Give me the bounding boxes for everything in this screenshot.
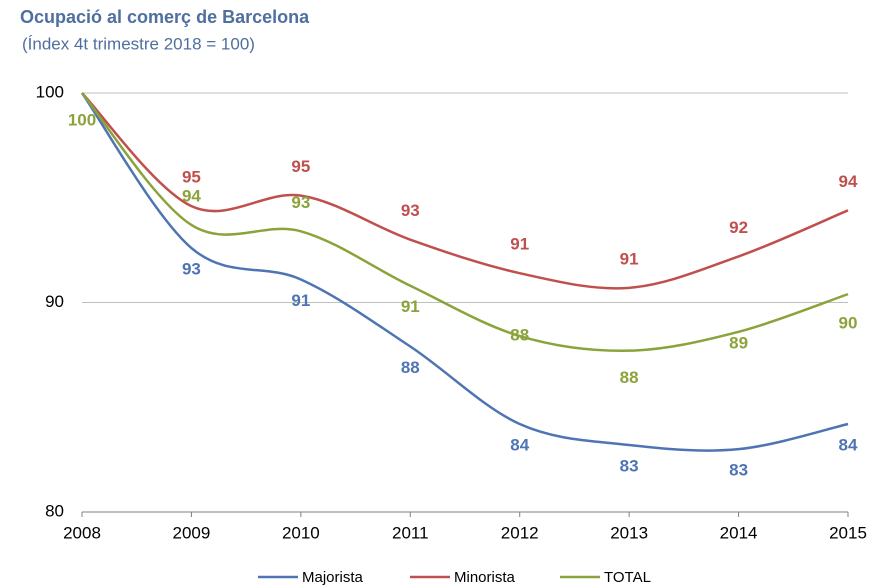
chart-title: Ocupació al comerç de Barcelona xyxy=(20,7,310,27)
data-label: 91 xyxy=(401,297,420,316)
x-tick-label: 2009 xyxy=(173,523,211,542)
data-label: 95 xyxy=(182,168,201,187)
data-label: 93 xyxy=(401,201,420,220)
data-label: 94 xyxy=(182,186,201,205)
x-tick-label: 2015 xyxy=(829,523,867,542)
x-tick-label: 2008 xyxy=(63,523,101,542)
data-label: 84 xyxy=(839,435,858,454)
data-label: 93 xyxy=(291,193,310,212)
data-label: 84 xyxy=(510,435,529,454)
data-label: 88 xyxy=(401,358,420,377)
data-label: 83 xyxy=(620,456,639,475)
chart-subtitle: (Índex 4t trimestre 2018 = 100) xyxy=(22,34,255,53)
data-label: 90 xyxy=(839,314,858,333)
x-tick-label: 2013 xyxy=(610,523,648,542)
y-tick-label: 90 xyxy=(45,292,64,311)
data-label: 89 xyxy=(729,333,748,352)
data-label: 91 xyxy=(620,249,639,268)
data-label: 91 xyxy=(291,291,310,310)
line xyxy=(81,92,849,290)
legend-label: Majorista xyxy=(302,569,364,586)
line xyxy=(81,92,849,352)
legend-label: Minorista xyxy=(454,569,516,586)
data-label: 100 xyxy=(68,110,96,129)
data-label: 95 xyxy=(291,157,310,176)
data-label: 92 xyxy=(729,218,748,237)
data-label: 93 xyxy=(182,260,201,279)
y-tick-label: 100 xyxy=(36,82,64,101)
y-tick-label: 80 xyxy=(45,501,64,520)
legend-label: TOTAL xyxy=(604,569,651,586)
data-label: 83 xyxy=(729,461,748,480)
data-label: 88 xyxy=(620,368,639,387)
x-tick-label: 2011 xyxy=(392,523,429,542)
x-tick-label: 2010 xyxy=(282,523,320,542)
data-label: 94 xyxy=(839,172,858,191)
data-label: 88 xyxy=(510,326,529,345)
x-tick-label: 2012 xyxy=(501,523,539,542)
x-tick-label: 2014 xyxy=(720,523,758,542)
line xyxy=(80,92,849,452)
data-label: 91 xyxy=(510,235,529,254)
